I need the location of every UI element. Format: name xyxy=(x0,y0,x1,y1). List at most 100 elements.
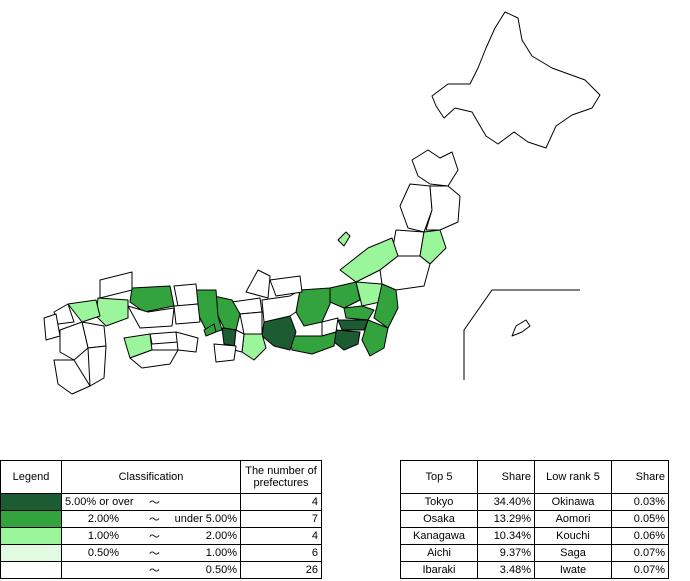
iwate-region xyxy=(425,185,461,231)
shizuoka-region xyxy=(289,331,337,355)
nagano-region xyxy=(295,287,331,327)
legend-from: 5.00% or over xyxy=(60,493,145,511)
japan-prefecture-map xyxy=(43,11,601,395)
top-share: 10.34% xyxy=(477,527,535,545)
legend-count: 4 xyxy=(240,527,322,545)
legend-tilde: 〜 xyxy=(144,544,164,562)
ranking-table: Top 5 Share Low rank 5 Share Tokyo 34.40… xyxy=(400,460,669,579)
sado-island xyxy=(337,231,351,247)
yamaguchi-region xyxy=(95,297,129,327)
shimane-region xyxy=(129,285,175,313)
low-name: Kouchi xyxy=(534,527,612,545)
low-share: 0.07% xyxy=(611,561,669,579)
tottori-region xyxy=(173,283,199,307)
legend-table: Legend Classification The number of pref… xyxy=(0,460,322,579)
legend-to: 2.00% xyxy=(163,527,241,545)
rank-row-2: Osaka 13.29% Aomori 0.05% xyxy=(400,510,669,528)
legend-to xyxy=(163,493,241,511)
top5-header: Top 5 xyxy=(400,460,478,494)
tokushima-region xyxy=(175,331,199,353)
okinawa-region xyxy=(511,319,531,337)
legend-to: under 5.00% xyxy=(163,510,241,528)
top-name: Osaka xyxy=(400,510,478,528)
legend-row-2: 2.00% 〜 under 5.00% 7 xyxy=(0,510,322,528)
mie-region xyxy=(241,333,267,361)
legend-tilde: 〜 xyxy=(144,510,164,528)
legend-count: 6 xyxy=(240,544,322,562)
kumamoto-region xyxy=(59,321,89,361)
top-name: Kanagawa xyxy=(400,527,478,545)
gunma-region xyxy=(329,281,361,309)
rank-row-4: Aichi 9.37% Saga 0.07% xyxy=(400,544,669,562)
chugoku-north-region xyxy=(99,271,133,299)
top-share: 3.48% xyxy=(477,561,535,579)
kanagawa-region xyxy=(333,329,361,351)
legend-tilde: 〜 xyxy=(144,561,164,579)
rank-row-5: Ibaraki 3.48% Iwate 0.07% xyxy=(400,561,669,579)
low5-header: Low rank 5 xyxy=(534,460,612,494)
legend-count: 7 xyxy=(240,510,322,528)
chiba-region xyxy=(361,319,389,357)
fukuoka-region xyxy=(67,299,101,323)
top-name: Tokyo xyxy=(400,493,478,511)
okinawa-inset-frame xyxy=(463,289,580,380)
legend-swatch xyxy=(0,493,62,511)
legend-from: 1.00% xyxy=(60,527,145,545)
share-header: Share xyxy=(477,460,535,494)
top-name: Aichi xyxy=(400,544,478,562)
gifu-region xyxy=(261,289,301,323)
legend-row-4: 0.50% 〜 1.00% 6 xyxy=(0,544,322,562)
hokkaido-region xyxy=(431,11,601,149)
top-share: 9.37% xyxy=(477,544,535,562)
kagoshima-region xyxy=(53,359,91,395)
legend-from xyxy=(60,561,145,579)
wakayama-region xyxy=(213,343,237,363)
legend-swatch xyxy=(0,510,62,528)
top-name: Ibaraki xyxy=(400,561,478,579)
legend-header: Legend xyxy=(0,460,62,494)
legend-from: 2.00% xyxy=(60,510,145,528)
rank-row-1: Tokyo 34.40% Okinawa 0.03% xyxy=(400,493,669,511)
classification-header: Classification xyxy=(61,460,241,494)
miyagi-region xyxy=(419,229,447,265)
low-name: Saga xyxy=(534,544,612,562)
low-share: 0.06% xyxy=(611,527,669,545)
aomori-region xyxy=(411,149,459,187)
awaji-island xyxy=(203,323,217,337)
legend-swatch xyxy=(0,527,62,545)
low-name: Iwate xyxy=(534,561,612,579)
legend-count: 4 xyxy=(240,493,322,511)
low-name: Okinawa xyxy=(534,493,612,511)
nara-region xyxy=(233,329,245,353)
saitama-region xyxy=(343,305,375,321)
toyama-region xyxy=(269,275,303,297)
top-share: 34.40% xyxy=(477,493,535,511)
legend-row-3: 1.00% 〜 2.00% 4 xyxy=(0,527,322,545)
count-header: The number of prefectures xyxy=(240,460,322,494)
tokyo-region xyxy=(337,319,369,331)
legend-tilde: 〜 xyxy=(144,527,164,545)
legend-swatch xyxy=(0,544,62,562)
legend-from: 0.50% xyxy=(60,544,145,562)
legend-count: 26 xyxy=(240,561,322,579)
low-share: 0.05% xyxy=(611,510,669,528)
kagawa-region xyxy=(149,331,179,345)
legend-to: 0.50% xyxy=(163,561,241,579)
ishikawa-region xyxy=(245,269,271,299)
okayama-region xyxy=(173,303,201,325)
miyazaki-region xyxy=(87,345,107,387)
legend-swatch xyxy=(0,561,62,579)
shiga-region xyxy=(239,311,263,335)
legend-row-5: 〜 0.50% 26 xyxy=(0,561,322,579)
low-name: Aomori xyxy=(534,510,612,528)
low-share: 0.07% xyxy=(611,544,669,562)
rank-row-3: Kanagawa 10.34% Kouchi 0.06% xyxy=(400,527,669,545)
kochi-region xyxy=(129,349,179,369)
legend-row-1: 5.00% or over 〜 4 xyxy=(0,493,322,511)
osaka-region xyxy=(221,327,237,347)
legend-to: 1.00% xyxy=(163,544,241,562)
low-share: 0.03% xyxy=(611,493,669,511)
hiroshima-region xyxy=(127,305,175,329)
share2-header: Share xyxy=(611,460,669,494)
top-share: 13.29% xyxy=(477,510,535,528)
